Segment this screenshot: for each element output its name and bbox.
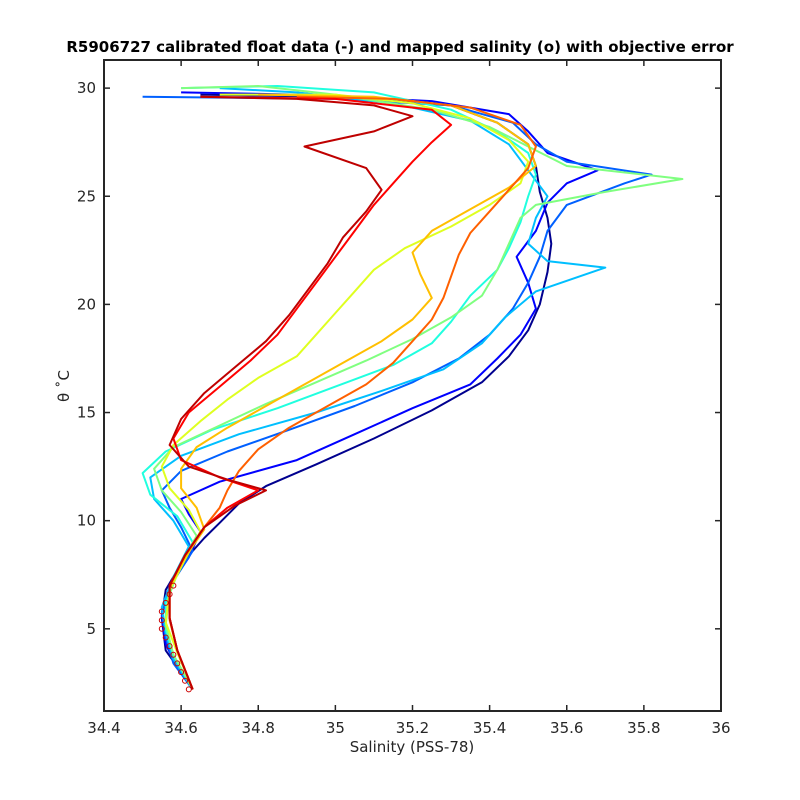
y-tick-label: 5 <box>86 620 96 638</box>
mapped-salinity-marker <box>166 591 173 598</box>
x-tick-label: 35.8 <box>627 719 660 737</box>
float-profile-line-11 <box>168 95 414 690</box>
mapped-salinity-marker <box>158 617 165 624</box>
mapped-salinity-marker <box>174 660 181 667</box>
mapped-salinity-markers <box>158 582 192 693</box>
mapped-salinity-marker <box>162 599 169 606</box>
series-group <box>141 85 684 690</box>
mapped-salinity-marker <box>158 608 165 615</box>
x-tick-label: 34.8 <box>242 719 275 737</box>
y-tick-label: 10 <box>77 512 96 530</box>
mapped-salinity-marker <box>166 643 173 650</box>
x-tick-label: 35.4 <box>473 719 506 737</box>
mapped-salinity-marker <box>182 677 188 684</box>
x-tick-label: 36 <box>711 719 730 737</box>
x-tick-label: 34.6 <box>164 719 197 737</box>
x-axis: 34.4 34.6 34.8 35 35.2 35.4 35.6 35.8 36 <box>87 60 731 737</box>
mapped-salinity-marker <box>162 634 169 641</box>
mapped-salinity-marker <box>170 582 177 589</box>
mapped-salinity-marker <box>178 669 185 676</box>
y-axis-label: θ ˚C <box>55 370 73 402</box>
mapped-salinity-marker <box>170 651 177 658</box>
x-tick-label: 35.6 <box>550 719 583 737</box>
x-tick-label: 35 <box>326 719 345 737</box>
mapped-salinity-marker <box>185 686 192 693</box>
x-tick-label: 35.2 <box>396 719 429 737</box>
x-tick-label: 34.4 <box>87 719 120 737</box>
x-axis-label: Salinity (PSS-78) <box>350 738 475 756</box>
y-axis: 5 10 15 20 25 30 <box>77 79 721 638</box>
y-tick-label: 30 <box>77 79 96 97</box>
mapped-salinity-marker <box>158 625 165 632</box>
y-tick-label: 25 <box>77 187 96 205</box>
y-tick-label: 15 <box>77 404 96 422</box>
y-tick-label: 20 <box>77 295 96 313</box>
chart-title: R5906727 calibrated float data (-) and m… <box>66 38 734 56</box>
